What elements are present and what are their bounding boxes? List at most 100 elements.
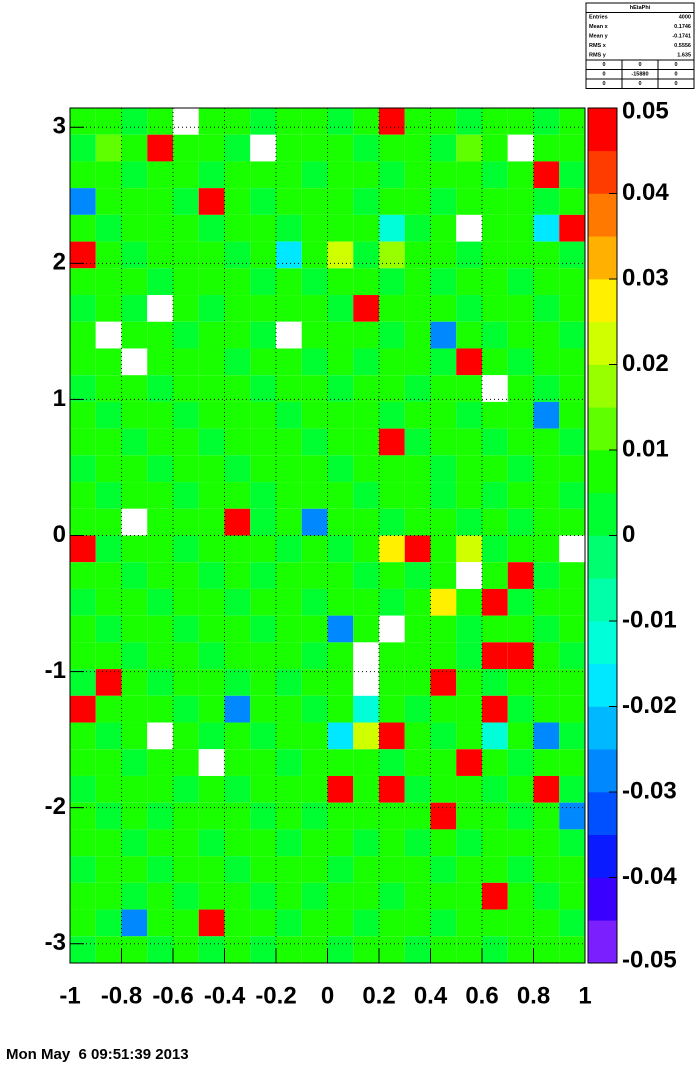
cell — [379, 214, 405, 242]
cell — [70, 482, 96, 509]
cell — [301, 936, 328, 963]
cell — [507, 695, 534, 723]
cell — [198, 295, 225, 322]
cell — [533, 214, 560, 242]
cell — [70, 268, 96, 296]
cell — [70, 882, 96, 910]
cell — [250, 108, 276, 135]
cell — [404, 936, 431, 963]
cell — [147, 268, 173, 296]
cell — [353, 241, 379, 269]
cell — [559, 588, 585, 616]
cell — [456, 455, 482, 483]
cell — [198, 401, 225, 429]
cell — [250, 722, 276, 750]
cell — [198, 775, 225, 803]
cell — [559, 482, 585, 509]
cell — [353, 535, 379, 563]
cell — [198, 268, 225, 296]
cell — [327, 161, 354, 189]
cell — [173, 482, 199, 509]
cell — [379, 588, 405, 616]
cell — [198, 428, 225, 456]
cell — [276, 241, 302, 269]
cell — [404, 695, 431, 723]
cell — [404, 882, 431, 910]
cell — [353, 295, 379, 322]
cell — [95, 241, 122, 269]
cell — [147, 401, 173, 429]
palette-band — [588, 792, 617, 836]
cell — [559, 428, 585, 456]
cell — [533, 428, 560, 456]
cell — [95, 802, 122, 830]
cell — [70, 535, 96, 563]
cell — [327, 401, 354, 429]
cell — [482, 936, 508, 963]
cell — [301, 722, 328, 750]
cell — [173, 882, 199, 910]
cell — [353, 856, 379, 883]
cell — [559, 214, 585, 242]
cell — [198, 161, 225, 189]
cell — [70, 188, 96, 215]
cell — [70, 856, 96, 883]
cell — [430, 188, 457, 215]
cell — [121, 482, 148, 509]
cell — [147, 482, 173, 509]
cell — [147, 775, 173, 803]
cell — [379, 508, 405, 536]
cell — [507, 214, 534, 242]
cell — [404, 188, 431, 215]
cell — [456, 348, 482, 376]
x-tick-label: 0.4 — [414, 982, 448, 1009]
cell — [533, 775, 560, 803]
cell — [327, 108, 354, 135]
z-tick-label: 0.01 — [622, 435, 669, 462]
cell — [353, 455, 379, 483]
cell — [95, 829, 122, 857]
cell — [404, 909, 431, 937]
cell — [173, 455, 199, 483]
cell — [70, 615, 96, 643]
cell — [430, 669, 457, 696]
palette-band — [588, 321, 617, 365]
cell — [379, 161, 405, 189]
palette-band — [588, 236, 617, 280]
cell — [482, 642, 508, 670]
cell — [353, 695, 379, 723]
cell — [430, 348, 457, 376]
palette-band — [588, 877, 617, 921]
cell — [327, 482, 354, 509]
palette-band — [588, 706, 617, 750]
cell — [379, 856, 405, 883]
cell — [379, 829, 405, 857]
cell — [121, 401, 148, 429]
cell — [482, 375, 508, 402]
cell — [95, 214, 122, 242]
cell — [147, 615, 173, 643]
cell — [250, 775, 276, 803]
cell — [533, 856, 560, 883]
cell — [379, 749, 405, 776]
cell — [559, 802, 585, 830]
cell — [327, 695, 354, 723]
cell — [276, 669, 302, 696]
cell — [379, 642, 405, 670]
cell — [456, 802, 482, 830]
cell — [147, 508, 173, 536]
cell — [533, 882, 560, 910]
cell — [250, 669, 276, 696]
cell — [276, 188, 302, 215]
cell — [430, 108, 457, 135]
cell — [147, 455, 173, 483]
cell — [456, 321, 482, 349]
cell — [250, 321, 276, 349]
cell — [70, 401, 96, 429]
cell — [327, 535, 354, 563]
cell — [198, 535, 225, 563]
cell — [559, 375, 585, 402]
palette-band — [588, 108, 617, 152]
cell — [456, 108, 482, 135]
cell — [224, 268, 251, 296]
